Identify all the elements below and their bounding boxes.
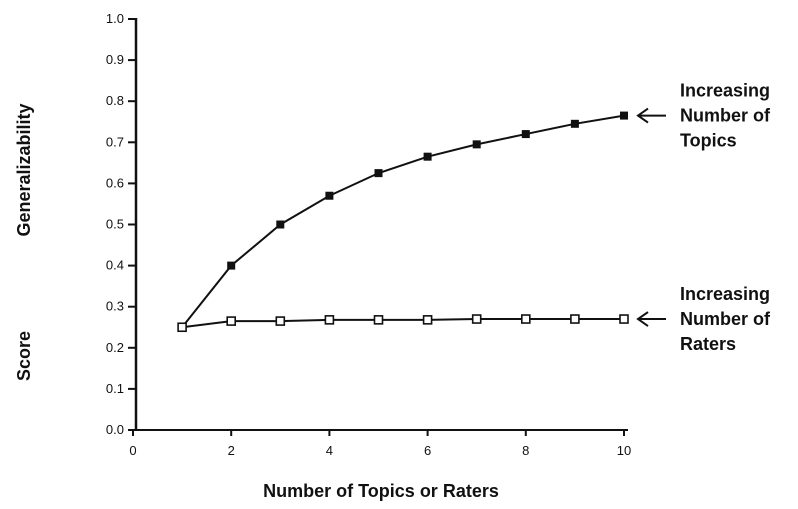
- data-point: [227, 261, 236, 270]
- x-axis-title: Number of Topics or Raters: [263, 481, 499, 501]
- x-ticks: 0 2 4 6 8 10: [129, 430, 631, 458]
- y-tick-label: 0.0: [106, 422, 124, 437]
- data-point: [422, 315, 433, 325]
- data-point: [471, 314, 482, 324]
- data-point: [570, 119, 579, 128]
- x-tick-label: 6: [424, 443, 431, 458]
- series-label-line: Increasing: [680, 81, 770, 101]
- series-label-line: Raters: [680, 334, 736, 354]
- data-point: [226, 316, 236, 326]
- y-tick-label: 0.4: [106, 258, 124, 273]
- y-tick-label: 0.1: [106, 381, 124, 396]
- data-point: [374, 169, 383, 178]
- series-line-2: [181, 318, 624, 329]
- pointer-arrow-head: [636, 311, 649, 327]
- series-label-line: Topics: [680, 131, 737, 151]
- series-label-line: Increasing: [680, 284, 770, 304]
- data-point: [276, 220, 285, 229]
- data-point: [520, 314, 531, 324]
- series-line-1: [181, 114, 625, 328]
- data-point: [423, 152, 432, 161]
- y-tick-label: 0.2: [106, 340, 124, 355]
- y-tick-label: 0.9: [106, 52, 124, 67]
- data-point: [373, 315, 384, 325]
- data-point: [472, 140, 481, 149]
- data-point: [325, 191, 334, 200]
- data-point: [177, 322, 187, 333]
- x-tick-label: 2: [228, 443, 235, 458]
- pointer-arrow-head: [636, 107, 649, 124]
- y-tick-label: 0.3: [106, 299, 124, 314]
- series-labels: Increasing Number of Topics Increasing Numbe…: [636, 81, 771, 354]
- series-layer: [177, 111, 629, 333]
- data-point: [324, 315, 335, 325]
- x-tick-label: 8: [522, 443, 529, 458]
- data-point: [620, 111, 628, 120]
- y-axis-title-score: Score: [14, 331, 34, 381]
- series-label-line: Number of: [680, 106, 771, 126]
- x-tick-label: 10: [617, 443, 631, 458]
- data-point: [521, 130, 530, 139]
- series-label-line: Number of: [680, 309, 771, 329]
- y-tick-label: 0.8: [106, 93, 124, 108]
- y-tick-label: 0.6: [106, 175, 124, 190]
- x-tick-label: 4: [326, 443, 333, 458]
- data-point: [619, 314, 629, 324]
- y-tick-label: 1.0: [106, 11, 124, 26]
- x-tick-label: 0: [129, 443, 136, 458]
- y-ticks: 0.0 0.1 0.2 0.3 0.4 0.5 0.6 0.7 0.8 0.9 1.0: [106, 11, 136, 437]
- data-point: [570, 314, 580, 324]
- y-tick-label: 0.7: [106, 134, 124, 149]
- y-tick-label: 0.5: [106, 217, 124, 232]
- y-axis-title-generalizability: Generalizability: [14, 103, 34, 236]
- data-point: [275, 316, 286, 326]
